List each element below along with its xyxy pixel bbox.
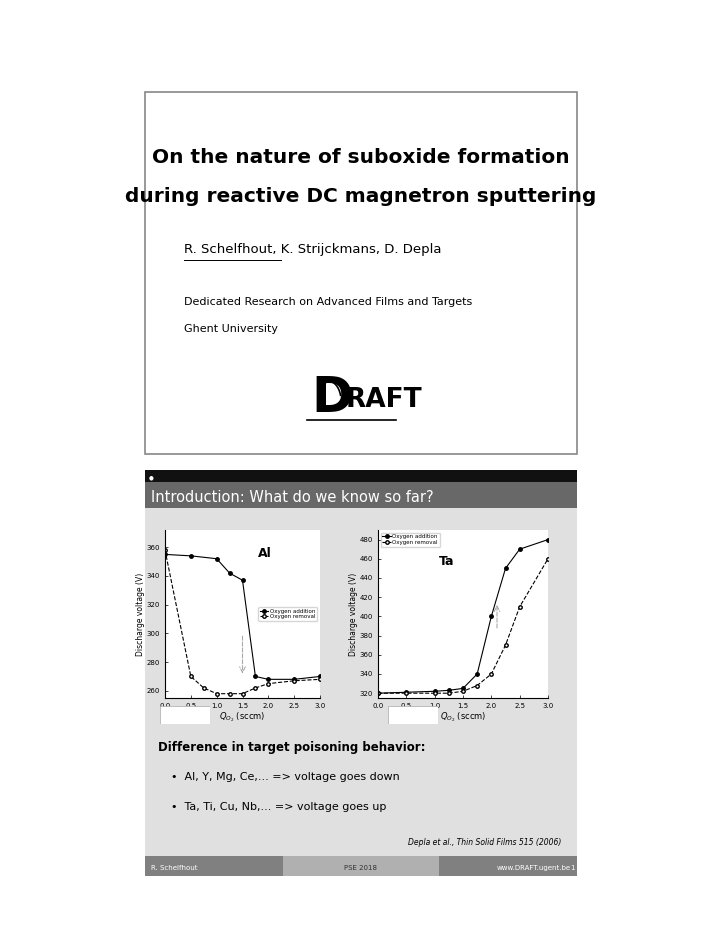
Oxygen addition bbox=[225, 568, 234, 579]
Oxygen removal bbox=[459, 686, 467, 697]
Text: 1: 1 bbox=[570, 865, 575, 871]
Oxygen removal bbox=[516, 601, 524, 612]
Oxygen addition bbox=[212, 553, 221, 564]
Text: Al: Al bbox=[258, 547, 271, 560]
Oxygen addition bbox=[402, 687, 410, 698]
Text: R. Schelfhout, K. Strijckmans, D. Depla: R. Schelfhout, K. Strijckmans, D. Depla bbox=[184, 243, 441, 256]
Oxygen removal bbox=[431, 688, 439, 699]
Y-axis label: Discharge voltage (V): Discharge voltage (V) bbox=[136, 572, 145, 655]
Oxygen addition bbox=[487, 610, 495, 622]
Text: during reactive DC magnetron sputtering: during reactive DC magnetron sputtering bbox=[125, 187, 597, 207]
X-axis label: $Q_{O_2}$ (sccm): $Q_{O_2}$ (sccm) bbox=[440, 710, 486, 724]
Oxygen addition bbox=[431, 686, 439, 697]
Bar bbox=[145, 856, 283, 876]
Line: Oxygen addition: Oxygen addition bbox=[163, 553, 322, 681]
Oxygen removal bbox=[225, 688, 234, 699]
Line: Oxygen addition: Oxygen addition bbox=[377, 538, 550, 695]
Text: Dedicated Research on Advanced Films and Targets: Dedicated Research on Advanced Films and… bbox=[184, 297, 472, 307]
Oxygen removal bbox=[264, 678, 273, 690]
Text: On the nature of suboxide formation: On the nature of suboxide formation bbox=[152, 147, 570, 167]
Text: PSE 2018: PSE 2018 bbox=[344, 865, 377, 871]
Oxygen removal bbox=[501, 639, 510, 651]
Text: Ghent University: Ghent University bbox=[184, 324, 278, 334]
Line: Oxygen removal: Oxygen removal bbox=[163, 548, 322, 695]
Oxygen removal bbox=[444, 688, 453, 699]
Text: Introduction: What do we know so far?: Introduction: What do we know so far? bbox=[151, 489, 434, 504]
Oxygen removal bbox=[290, 675, 299, 686]
Oxygen removal bbox=[544, 554, 552, 565]
Bar bbox=[283, 856, 438, 876]
Oxygen addition bbox=[544, 534, 552, 545]
Text: Depla et al., Thin Solid Films 515 (2006): Depla et al., Thin Solid Films 515 (2006… bbox=[408, 838, 562, 846]
Oxygen removal bbox=[199, 682, 208, 693]
Oxygen removal bbox=[161, 544, 169, 555]
Oxygen removal bbox=[473, 680, 482, 692]
Oxygen removal bbox=[402, 688, 410, 699]
Text: D: D bbox=[311, 374, 353, 422]
Oxygen removal bbox=[374, 688, 382, 699]
X-axis label: $Q_{O_2}$ (sccm): $Q_{O_2}$ (sccm) bbox=[220, 710, 266, 724]
Oxygen addition bbox=[374, 688, 382, 699]
Text: Difference in target poisoning behavior:: Difference in target poisoning behavior: bbox=[158, 741, 426, 754]
Bar bbox=[438, 856, 577, 876]
Oxygen addition bbox=[444, 685, 453, 696]
Legend: Oxygen addition, Oxygen removal: Oxygen addition, Oxygen removal bbox=[258, 607, 318, 621]
Oxygen addition bbox=[501, 563, 510, 574]
Y-axis label: Discharge voltage (V): Discharge voltage (V) bbox=[349, 572, 359, 655]
Oxygen addition bbox=[186, 550, 195, 561]
Text: •  Ta, Ti, Cu, Nb,... => voltage goes up: • Ta, Ti, Cu, Nb,... => voltage goes up bbox=[171, 802, 387, 812]
Oxygen removal bbox=[186, 671, 195, 682]
Oxygen removal bbox=[238, 688, 247, 699]
Oxygen addition bbox=[290, 674, 299, 685]
Oxygen addition bbox=[459, 683, 467, 694]
Oxygen addition bbox=[161, 549, 169, 560]
Oxygen addition bbox=[264, 674, 273, 685]
Oxygen removal bbox=[315, 674, 324, 685]
Line: Oxygen removal: Oxygen removal bbox=[377, 557, 550, 695]
Oxygen addition bbox=[516, 543, 524, 555]
Text: Ta: Ta bbox=[439, 555, 455, 569]
Oxygen removal bbox=[487, 668, 495, 679]
Legend: Oxygen addition, Oxygen removal: Oxygen addition, Oxygen removal bbox=[381, 533, 440, 547]
Oxygen removal bbox=[212, 688, 221, 699]
Oxygen addition bbox=[238, 575, 247, 586]
Text: R. Schelfhout: R. Schelfhout bbox=[151, 865, 198, 871]
Oxygen addition bbox=[473, 668, 482, 679]
Oxygen addition bbox=[315, 671, 324, 682]
Text: www.DRAFT.ugent.be: www.DRAFT.ugent.be bbox=[496, 865, 570, 871]
Oxygen removal bbox=[251, 682, 260, 693]
Text: •  Al, Y, Mg, Ce,... => voltage goes down: • Al, Y, Mg, Ce,... => voltage goes down bbox=[171, 772, 400, 782]
Text: ●: ● bbox=[148, 475, 153, 480]
Text: RAFT: RAFT bbox=[346, 388, 423, 414]
Oxygen addition bbox=[251, 671, 260, 682]
